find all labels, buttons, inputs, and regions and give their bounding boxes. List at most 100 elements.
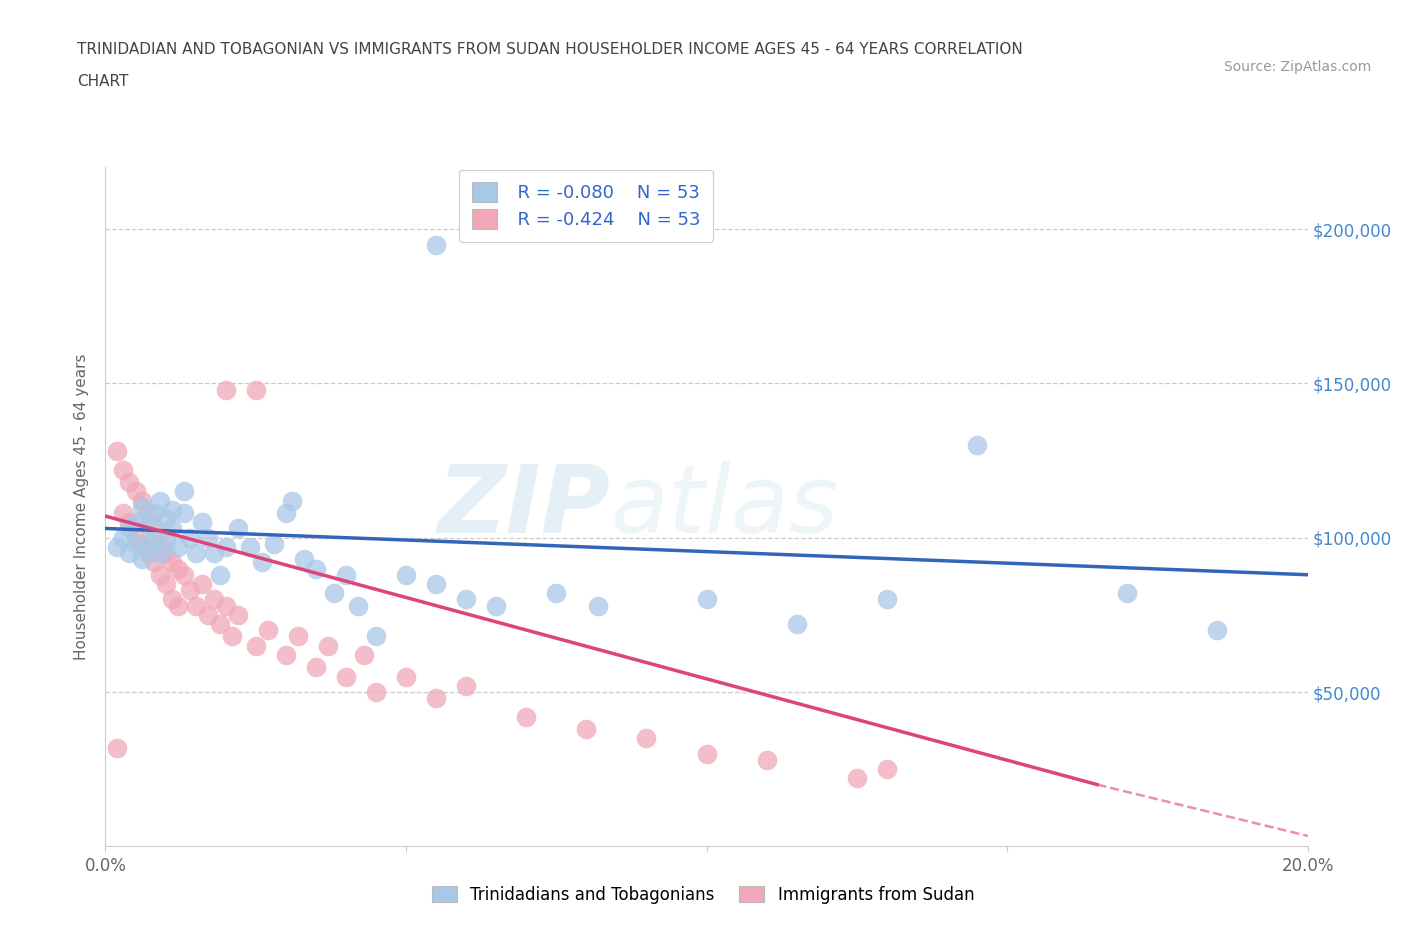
Point (160, 521, 183, 536)
Point (263, 537, 285, 551)
Point (214, 382, 236, 397)
Point (148, 493, 170, 508)
Point (208, 567, 231, 582)
Point (118, 521, 141, 536)
Point (347, 598, 370, 613)
Point (160, 502, 183, 517)
Point (124, 484, 146, 498)
Point (136, 518, 159, 533)
Point (214, 539, 236, 554)
Y-axis label: Householder Income Ages 45 - 64 years: Householder Income Ages 45 - 64 years (75, 353, 90, 660)
Text: TRINIDADIAN AND TOBAGONIAN VS IMMIGRANTS FROM SUDAN HOUSEHOLDER INCOME AGES 45 -: TRINIDADIAN AND TOBAGONIAN VS IMMIGRANTS… (77, 42, 1024, 57)
Point (364, 684, 387, 699)
Point (786, 617, 808, 631)
Point (173, 506, 195, 521)
Point (845, 771, 868, 786)
Point (239, 539, 262, 554)
Point (118, 515, 141, 530)
Point (142, 521, 165, 536)
Point (124, 530, 146, 545)
Point (148, 546, 170, 561)
Point (353, 647, 375, 662)
Point (515, 710, 537, 724)
Point (245, 638, 267, 653)
Point (184, 546, 207, 561)
Point (112, 530, 135, 545)
Text: CHART: CHART (77, 74, 129, 89)
Point (160, 555, 183, 570)
Point (636, 731, 658, 746)
Point (292, 551, 315, 566)
Point (425, 691, 447, 706)
Point (124, 537, 146, 551)
Point (335, 670, 357, 684)
Point (696, 746, 718, 761)
Point (131, 493, 153, 508)
Point (256, 623, 278, 638)
Point (179, 530, 201, 545)
Point (155, 512, 177, 526)
Point (184, 598, 207, 613)
Point (395, 567, 418, 582)
Point (876, 762, 898, 777)
Point (335, 567, 357, 582)
Text: ZIP: ZIP (437, 461, 610, 552)
Point (305, 561, 328, 576)
Point (173, 484, 195, 498)
Point (124, 515, 146, 530)
Point (136, 546, 159, 561)
Point (118, 546, 141, 561)
Point (155, 577, 177, 591)
Point (173, 567, 195, 582)
Point (166, 598, 188, 613)
Point (755, 752, 778, 767)
Point (1206, 623, 1229, 638)
Point (166, 539, 188, 554)
Point (148, 537, 170, 551)
Point (454, 678, 477, 693)
Point (136, 539, 159, 554)
Point (136, 506, 159, 521)
Point (485, 598, 508, 613)
Point (112, 506, 135, 521)
Point (160, 592, 183, 607)
Point (250, 555, 273, 570)
Point (112, 462, 135, 477)
Point (1116, 586, 1139, 601)
Point (118, 474, 141, 489)
Legend: Trinidadians and Tobagonians, Immigrants from Sudan: Trinidadians and Tobagonians, Immigrants… (423, 878, 983, 912)
Point (155, 534, 177, 549)
Point (179, 583, 201, 598)
Point (131, 537, 153, 551)
Point (281, 493, 304, 508)
Point (155, 546, 177, 561)
Point (274, 506, 297, 521)
Point (696, 592, 718, 607)
Point (588, 598, 610, 613)
Point (876, 592, 898, 607)
Point (575, 722, 598, 737)
Point (142, 530, 165, 545)
Point (287, 629, 309, 644)
Point (197, 607, 219, 622)
Point (190, 577, 212, 591)
Point (274, 647, 297, 662)
Point (131, 499, 153, 514)
Point (305, 660, 328, 675)
Point (107, 740, 129, 755)
Point (454, 592, 477, 607)
Text: atlas: atlas (610, 461, 838, 552)
Point (425, 237, 447, 252)
Point (142, 506, 165, 521)
Point (316, 638, 339, 653)
Point (107, 444, 129, 458)
Point (202, 592, 225, 607)
Point (395, 670, 418, 684)
Text: Source: ZipAtlas.com: Source: ZipAtlas.com (1223, 60, 1371, 74)
Point (148, 567, 170, 582)
Point (966, 438, 988, 453)
Point (226, 521, 249, 536)
Point (214, 598, 236, 613)
Point (226, 607, 249, 622)
Point (131, 551, 153, 566)
